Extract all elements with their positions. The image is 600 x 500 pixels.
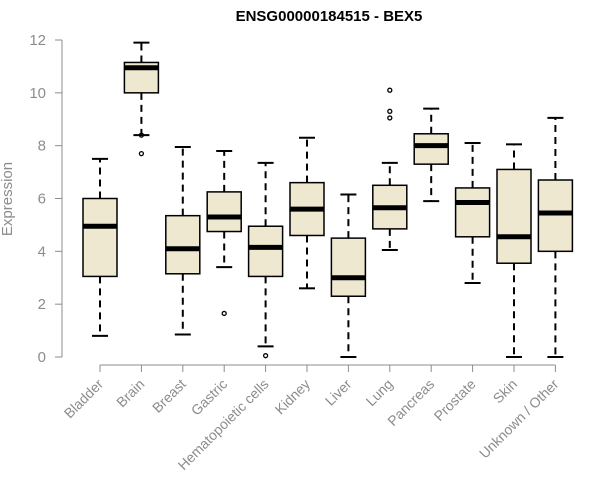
- x-tick-label: Lung: [363, 376, 396, 409]
- outlier-point: [387, 108, 393, 114]
- box-iqr: [82, 197, 118, 278]
- y-tick-label: 6: [38, 191, 46, 208]
- box-iqr: [247, 225, 284, 278]
- chart-title: ENSG00000184515 - BEX5: [236, 8, 423, 25]
- box-breast: [165, 145, 201, 336]
- box-pancreas: [413, 107, 449, 203]
- box-iqr: [496, 168, 532, 264]
- y-tick-label: 0: [38, 349, 46, 366]
- box-prostate: [454, 142, 491, 285]
- x-tick-label: Bladder: [61, 376, 107, 422]
- x-tick-label: Liver: [322, 376, 355, 409]
- box-iqr: [165, 214, 201, 275]
- box-iqr: [330, 237, 367, 297]
- outlier-point: [138, 150, 145, 157]
- box-liver: [330, 193, 367, 358]
- y-tick-label: 2: [38, 296, 46, 313]
- box-brain: [123, 41, 160, 157]
- box-hematopoietic-cells: [247, 161, 284, 359]
- outlier-point: [262, 353, 269, 359]
- outlier-point: [221, 310, 227, 317]
- y-tick-label: 10: [29, 85, 46, 102]
- x-tick-label: Unknown / Other: [476, 376, 562, 462]
- box-kidney: [289, 136, 325, 290]
- x-tick-label: Kidney: [272, 376, 314, 418]
- x-tick-label: Breast: [149, 376, 189, 416]
- x-tick-label: Brain: [113, 376, 147, 410]
- box-series: [82, 41, 574, 359]
- y-tick-label: 4: [38, 243, 46, 260]
- box-iqr: [413, 133, 449, 165]
- box-unknown-other: [537, 116, 574, 358]
- x-tick-label: Prostate: [431, 376, 479, 424]
- box-iqr: [537, 179, 574, 253]
- box-gastric: [206, 149, 242, 317]
- box-iqr: [206, 191, 242, 233]
- box-lung: [372, 87, 408, 252]
- x-tick-label: Skin: [490, 376, 521, 407]
- box-skin: [496, 143, 532, 358]
- outlier-point: [138, 132, 145, 138]
- y-tick-label: 8: [38, 138, 46, 155]
- y-tick-label: 12: [29, 32, 46, 49]
- y-axis-label: Expression: [0, 162, 16, 236]
- outlier-point: [387, 87, 393, 93]
- outlier-point: [387, 115, 393, 121]
- box-bladder: [82, 157, 118, 337]
- y-axis: 0 2 4 6 8 10 12: [29, 32, 63, 366]
- box-iqr: [454, 187, 491, 238]
